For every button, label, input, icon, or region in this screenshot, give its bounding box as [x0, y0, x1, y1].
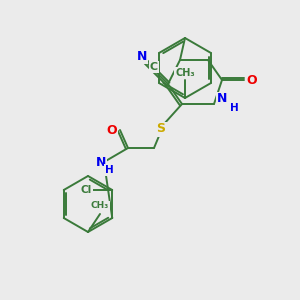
- Text: O: O: [107, 124, 117, 136]
- Text: S: S: [157, 122, 166, 136]
- Text: H: H: [230, 103, 239, 113]
- Text: C: C: [150, 62, 158, 72]
- Text: N: N: [137, 50, 147, 62]
- Text: H: H: [105, 165, 113, 175]
- Text: N: N: [96, 155, 106, 169]
- Text: Cl: Cl: [81, 185, 92, 195]
- Text: CH₃: CH₃: [175, 68, 195, 78]
- Text: O: O: [247, 74, 257, 86]
- Text: CH₃: CH₃: [91, 202, 109, 211]
- Text: N: N: [217, 92, 227, 106]
